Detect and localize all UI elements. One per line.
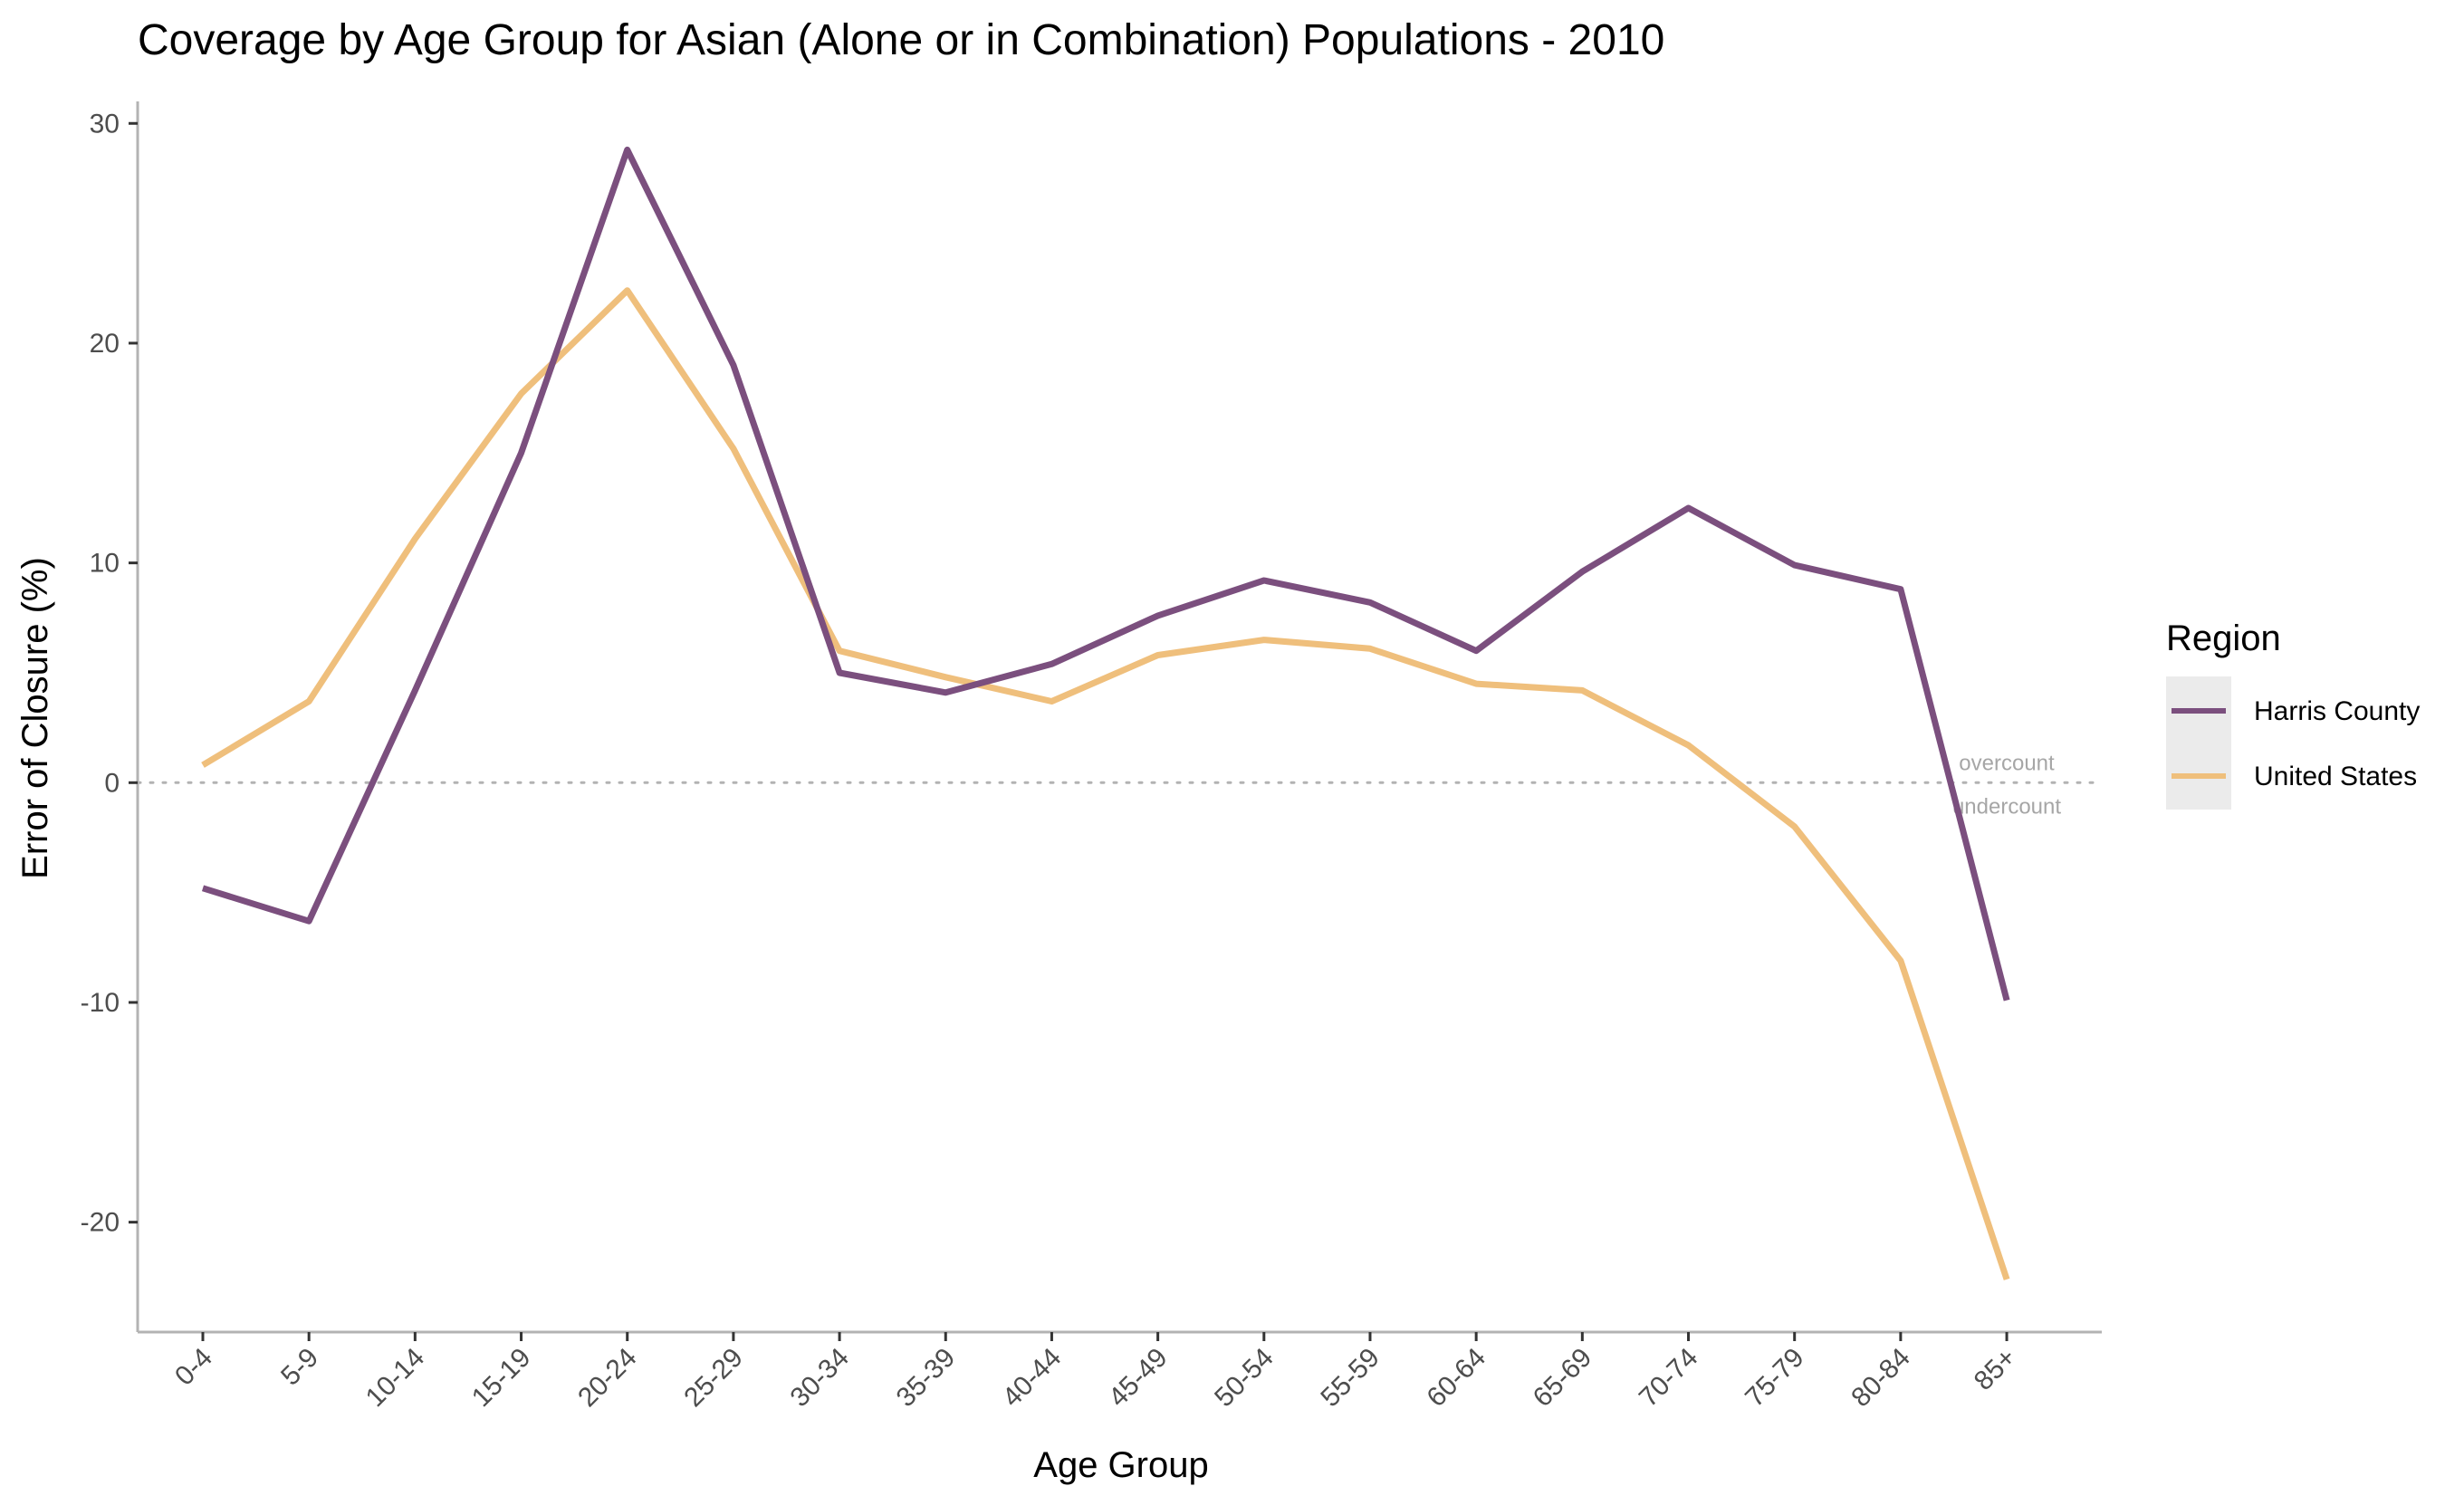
x-tick-label: 10-14 bbox=[360, 1343, 431, 1414]
x-axis-ticks: 0-4 5-9 10-14 15-19 20-24 25-29 30-34 35-39 40-4… bbox=[169, 1332, 2022, 1413]
y-axis-title: Error of Closure (%) bbox=[15, 557, 55, 879]
legend-label-harris-county: Harris County bbox=[2254, 696, 2420, 726]
x-tick-label: 50-54 bbox=[1209, 1343, 1280, 1414]
series-line-harris-county bbox=[201, 146, 2010, 1002]
x-tick-label: 5-9 bbox=[275, 1343, 324, 1392]
x-tick-label: 70-74 bbox=[1634, 1343, 1704, 1414]
x-tick-label: 75-79 bbox=[1740, 1343, 1810, 1414]
x-tick-label: 85+ bbox=[1969, 1343, 2022, 1396]
plot-area: overcount undercount bbox=[136, 146, 2104, 1280]
x-tick-label: 65-69 bbox=[1528, 1343, 1598, 1414]
x-tick-label: 55-59 bbox=[1315, 1343, 1385, 1414]
x-tick-label: 0-4 bbox=[169, 1343, 218, 1392]
series-line-united-states bbox=[201, 287, 2010, 1280]
x-tick-label: 35-39 bbox=[891, 1343, 962, 1414]
x-tick-label: 30-34 bbox=[784, 1343, 855, 1414]
x-tick-label: 15-19 bbox=[466, 1343, 537, 1414]
x-tick-label: 20-24 bbox=[572, 1343, 643, 1414]
x-tick-label: 40-44 bbox=[997, 1343, 1068, 1414]
y-tick-label: -10 bbox=[81, 988, 120, 1018]
x-tick-label: 80-84 bbox=[1846, 1343, 1916, 1414]
y-axis-ticks: -20 -10 0 10 20 30 bbox=[81, 109, 138, 1238]
x-tick-label: 45-49 bbox=[1103, 1343, 1174, 1414]
x-axis-title: Age Group bbox=[1033, 1445, 1208, 1485]
annotation-undercount: undercount bbox=[1952, 794, 2061, 819]
y-tick-label: -20 bbox=[81, 1208, 120, 1238]
chart-title: Coverage by Age Group for Asian (Alone o… bbox=[138, 16, 1664, 64]
legend-key-background bbox=[2166, 676, 2231, 810]
y-tick-label: 30 bbox=[90, 109, 120, 139]
x-tick-label: 25-29 bbox=[678, 1343, 749, 1414]
annotation-overcount: overcount bbox=[1959, 751, 2055, 775]
y-tick-label: 0 bbox=[104, 768, 120, 798]
y-tick-label: 10 bbox=[90, 549, 120, 579]
legend: Region Harris County United States bbox=[2166, 618, 2420, 810]
legend-label-united-states: United States bbox=[2254, 762, 2417, 791]
y-tick-label: 20 bbox=[90, 329, 120, 359]
legend-title: Region bbox=[2166, 618, 2281, 658]
x-tick-label: 60-64 bbox=[1422, 1343, 1492, 1414]
